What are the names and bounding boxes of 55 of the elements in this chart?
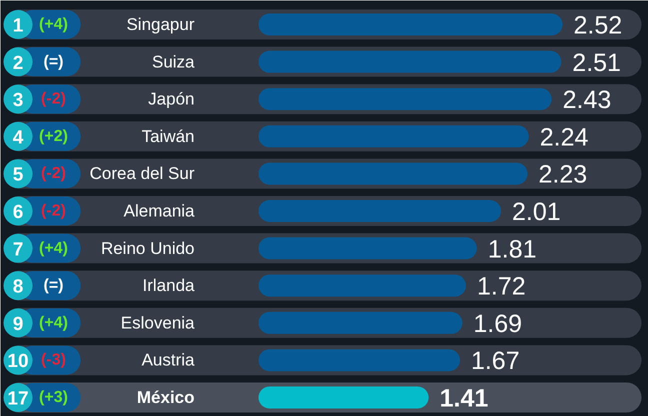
bar <box>258 386 429 408</box>
y-tick-label: Alemania <box>124 202 196 220</box>
text: (+4) <box>39 16 68 33</box>
y-tick-label: Irlanda <box>142 276 196 296</box>
bar <box>258 14 562 36</box>
data-label: 2.01 <box>512 198 561 226</box>
text: (-2) <box>41 90 66 108</box>
text: (+3) <box>39 389 68 406</box>
data-label: 1.81 <box>488 235 537 264</box>
data-label: 1.41 <box>440 384 488 412</box>
text: (=) <box>44 277 64 294</box>
y-tick-label: Singapur <box>126 15 195 34</box>
y-tick-label: Corea del Sur <box>90 164 195 184</box>
data-label: 2.52 <box>574 12 622 40</box>
text: 1 <box>12 16 24 36</box>
data-label: 1.67 <box>470 347 520 376</box>
text: 2 <box>12 52 24 74</box>
data-label: 2.43 <box>562 86 612 114</box>
y-tick-label: Taiwán <box>142 126 195 146</box>
text: 10 <box>7 351 29 372</box>
bar <box>258 349 460 372</box>
y-tick-label: Eslovenia <box>120 313 196 332</box>
text: 8 <box>12 276 24 298</box>
text: 17 <box>7 388 29 410</box>
bar <box>258 162 528 185</box>
text: 5 <box>12 164 24 186</box>
text: (-3) <box>41 352 66 369</box>
bar <box>258 125 529 148</box>
text: (+4) <box>39 240 68 257</box>
text: 4 <box>12 127 24 148</box>
y-tick-label: Suiza <box>152 52 196 72</box>
text: (-2) <box>41 165 66 182</box>
y-tick-label: Reino Unido <box>100 238 195 258</box>
text: (=) <box>44 53 64 70</box>
text: 9 <box>12 314 24 335</box>
text: 6 <box>12 202 24 223</box>
y-tick-label: Japón <box>148 90 195 109</box>
data-label: 1.69 <box>473 310 522 338</box>
text: (+4) <box>39 314 68 332</box>
bar <box>258 200 501 222</box>
data-label: 1.72 <box>476 272 526 301</box>
text: 7 <box>12 239 24 260</box>
bar <box>258 50 562 73</box>
bar <box>258 312 462 334</box>
data-label: 2.24 <box>540 123 588 152</box>
text: (+2) <box>39 128 68 145</box>
data-label: 2.23 <box>538 160 588 189</box>
y-tick-label: Austria <box>142 350 196 370</box>
data-label: 2.51 <box>572 48 621 77</box>
text: (-2) <box>41 202 66 220</box>
y-tick-label: México <box>136 388 195 407</box>
bar <box>258 274 466 297</box>
bar <box>258 88 552 110</box>
bar <box>258 237 477 260</box>
text: 3 <box>12 90 24 112</box>
